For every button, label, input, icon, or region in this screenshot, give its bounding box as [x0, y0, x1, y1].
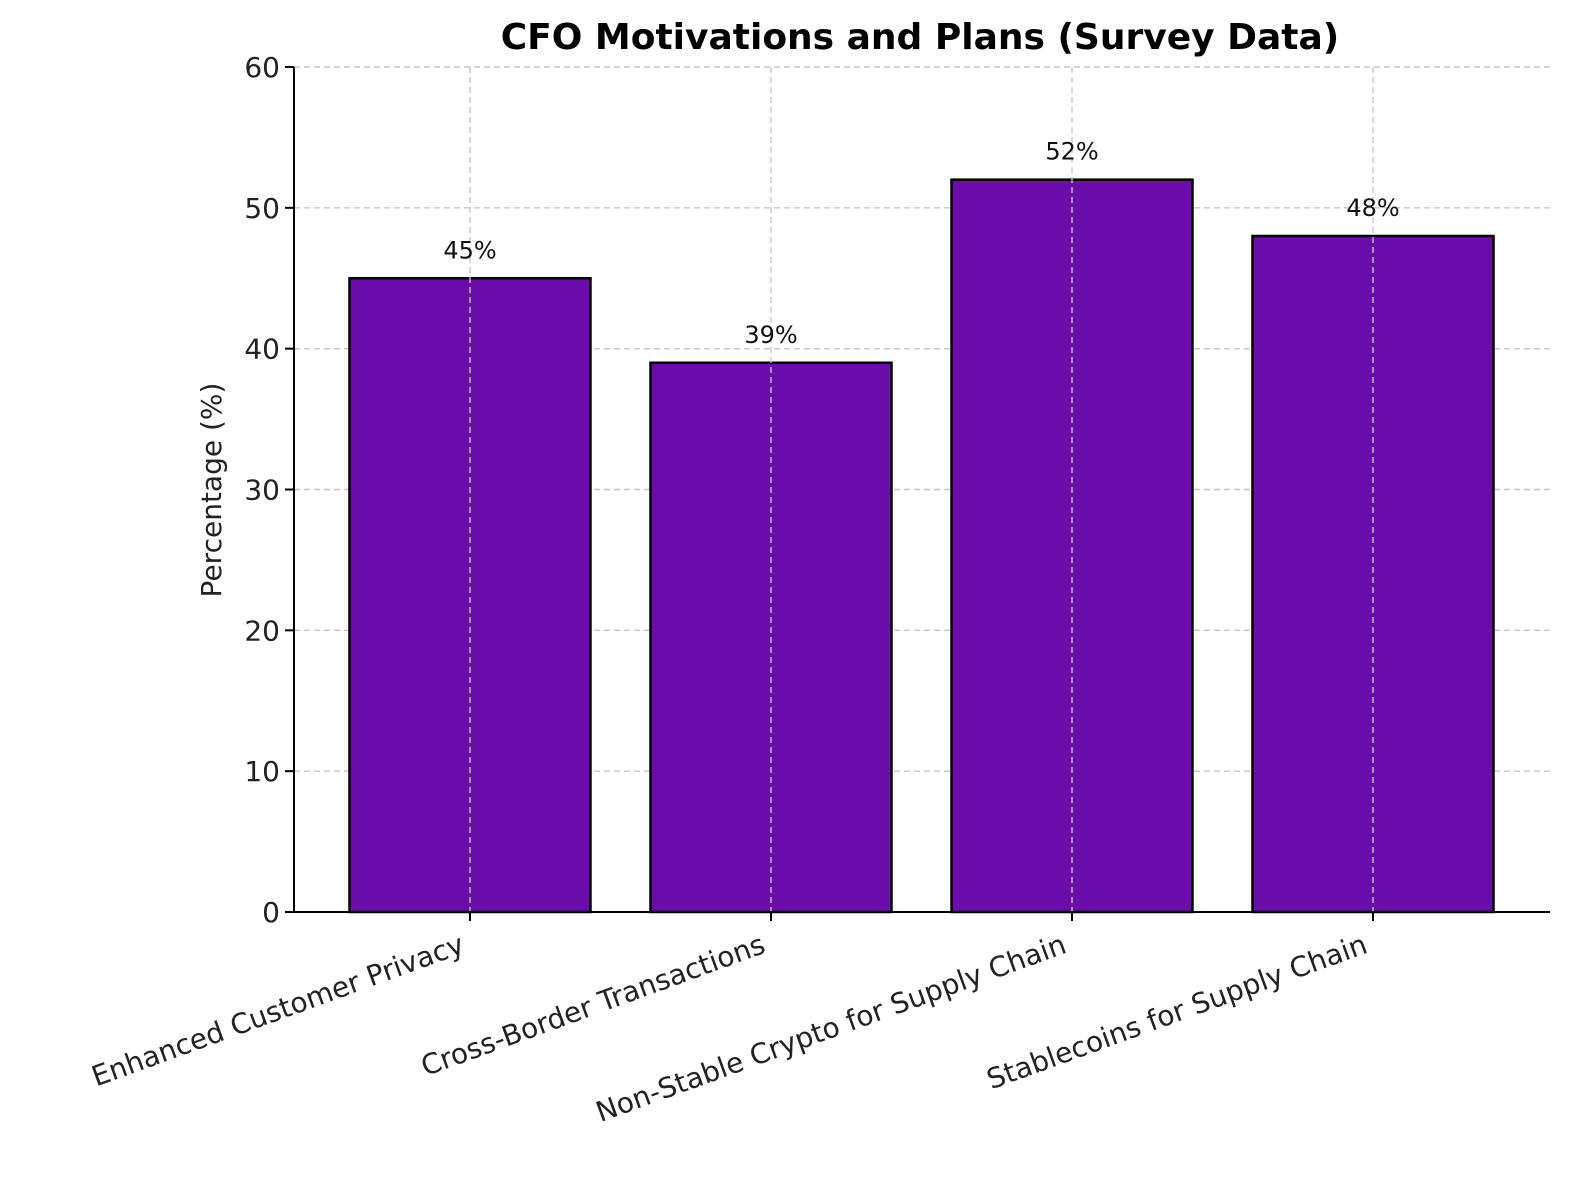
- y-tick-label: 10: [244, 755, 280, 788]
- bar-value-label: 45%: [443, 236, 496, 264]
- bar-value-label: 52%: [1045, 138, 1098, 166]
- y-axis-label: Percentage (%): [195, 383, 228, 598]
- y-tick-label: 40: [244, 333, 280, 366]
- y-tick-label: 0: [262, 896, 280, 929]
- x-tick-label: Non-Stable Crypto for Supply Chain: [591, 928, 1070, 1129]
- bar-value-label: 39%: [744, 321, 797, 349]
- chart-title: CFO Motivations and Plans (Survey Data): [501, 17, 1340, 58]
- bar-value-label: 48%: [1346, 194, 1399, 222]
- bars: [348, 178, 1495, 914]
- y-tick-label: 50: [244, 192, 280, 225]
- y-tick-label: 60: [244, 51, 280, 84]
- y-tick-label: 20: [244, 614, 280, 647]
- bar: [348, 277, 592, 914]
- data-labels: 45% 39% 52% 48%: [443, 138, 1399, 349]
- y-ticks: 0 10 20 30 40 50 60: [244, 51, 294, 929]
- x-tick-label: Enhanced Customer Privacy: [87, 928, 468, 1094]
- y-tick-label: 30: [244, 474, 280, 507]
